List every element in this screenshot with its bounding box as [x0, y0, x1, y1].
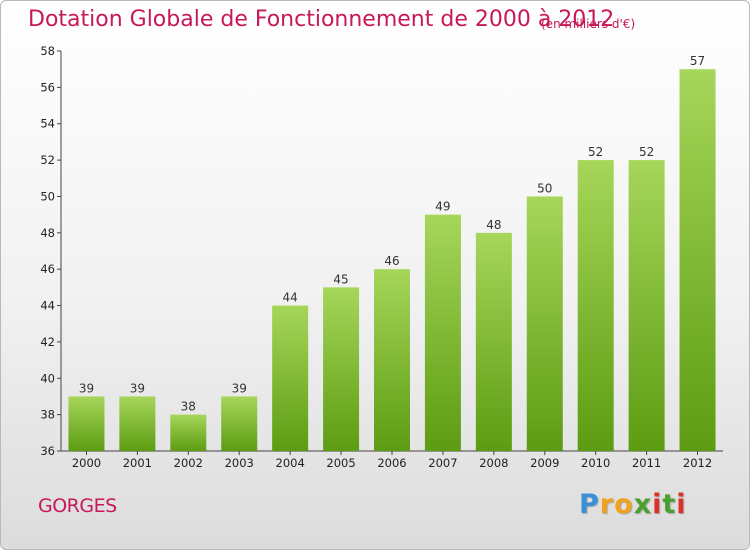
x-tick-label-2003: 2003 [225, 456, 254, 470]
bar-2007 [424, 214, 461, 451]
x-tick-label-2008: 2008 [479, 456, 508, 470]
commune-name: GORGES [38, 495, 117, 517]
bar-2005 [323, 287, 360, 451]
y-tick-label: 52 [40, 153, 55, 167]
logo-letter: o [614, 489, 634, 520]
y-tick-label: 54 [40, 117, 55, 131]
y-tick-label: 50 [40, 189, 55, 203]
value-label-2010: 52 [588, 145, 603, 159]
value-label-2006: 46 [384, 254, 399, 268]
x-tick-label-2011: 2011 [632, 456, 661, 470]
bar-2004 [272, 305, 309, 451]
y-tick-label: 48 [40, 226, 55, 240]
bar-2011 [628, 160, 665, 451]
value-label-2008: 48 [486, 218, 501, 232]
y-tick-label: 46 [40, 262, 55, 276]
logo-letter: P [579, 489, 600, 520]
value-label-2000: 39 [79, 381, 94, 395]
bar-2001 [119, 396, 156, 451]
x-tick-label-2006: 2006 [377, 456, 406, 470]
y-tick-label: 44 [40, 299, 55, 313]
logo-letter: t [662, 489, 677, 520]
value-label-2003: 39 [232, 381, 247, 395]
value-label-2005: 45 [333, 272, 348, 286]
y-tick-label: 56 [40, 80, 55, 94]
value-label-2012: 57 [690, 54, 705, 68]
y-tick-label: 38 [40, 408, 55, 422]
value-label-2001: 39 [130, 381, 145, 395]
y-tick-label: 42 [40, 335, 55, 349]
logo-letter: i [652, 489, 663, 520]
unit-note: (en milliers d'€) [541, 17, 636, 31]
value-label-2004: 44 [283, 291, 298, 305]
bar-2006 [374, 269, 410, 451]
x-tick-label-2007: 2007 [428, 456, 457, 470]
value-label-2002: 38 [181, 400, 196, 414]
x-tick-label-2001: 2001 [123, 456, 152, 470]
logo-letter: r [599, 489, 615, 520]
x-tick-label-2004: 2004 [276, 456, 305, 470]
bar-2012 [679, 69, 716, 451]
x-tick-label-2010: 2010 [581, 456, 610, 470]
bar-2000 [68, 396, 105, 451]
y-tick-label: 58 [40, 44, 55, 58]
x-tick-label-2002: 2002 [174, 456, 203, 470]
bar-2002 [170, 414, 207, 451]
bar-2008 [475, 232, 512, 451]
proxiti-logo: Proxiti [579, 489, 687, 520]
bar-2003 [221, 396, 258, 451]
bar-2009 [526, 196, 563, 451]
x-tick-label-2012: 2012 [683, 456, 712, 470]
x-tick-label-2009: 2009 [530, 456, 559, 470]
chart-title: Dotation Globale de Fonctionnement de 20… [28, 7, 615, 32]
y-tick-label: 40 [40, 371, 55, 385]
value-label-2009: 50 [537, 181, 552, 195]
logo-letter: i [676, 489, 687, 520]
x-tick-label-2005: 2005 [326, 456, 355, 470]
y-tick-label: 36 [40, 444, 55, 458]
x-tick-label-2000: 2000 [72, 456, 101, 470]
value-label-2011: 52 [639, 145, 654, 159]
bar-2010 [577, 160, 614, 451]
value-label-2007: 49 [435, 200, 450, 214]
logo-letter: x [633, 489, 653, 520]
